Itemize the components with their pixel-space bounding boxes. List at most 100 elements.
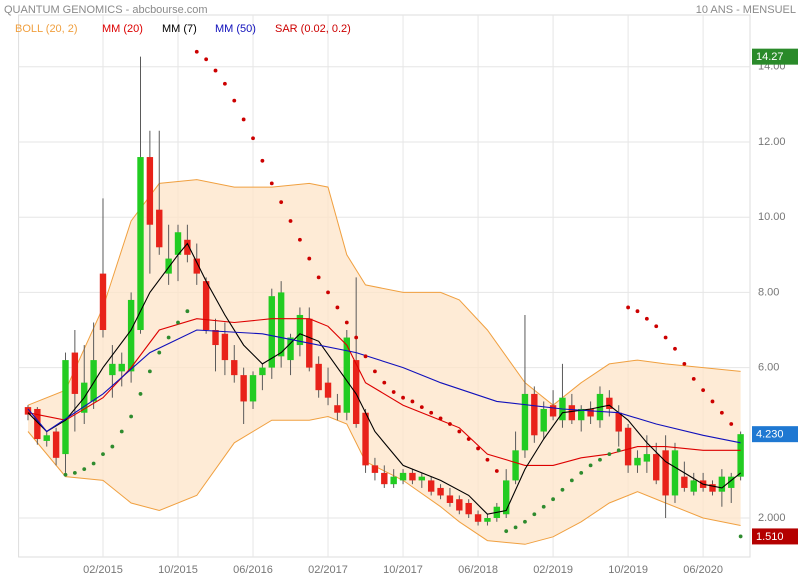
sar-dot	[494, 469, 499, 473]
sar-dot	[391, 390, 396, 394]
sar-dot	[166, 335, 171, 340]
candle-body	[249, 375, 257, 402]
sar-dot	[91, 461, 96, 466]
x-tick-label: 06/2020	[683, 564, 723, 576]
candle-body	[390, 476, 397, 485]
candle-body	[643, 454, 651, 462]
candle-body	[334, 405, 341, 413]
sar-dot	[363, 354, 368, 359]
candle-body	[662, 450, 669, 496]
candle-body	[718, 476, 726, 492]
candle-body	[99, 273, 107, 331]
candle-body	[446, 495, 454, 503]
candle-body	[221, 333, 229, 361]
x-tick-label: 10/2017	[383, 564, 423, 576]
x-tick-label: 02/2019	[533, 564, 573, 576]
candle-layer	[24, 56, 744, 526]
sar-dot	[63, 472, 68, 477]
candle-body	[737, 434, 744, 477]
sar-dot	[251, 136, 255, 141]
sar-dot	[644, 316, 649, 321]
candle-body	[615, 412, 622, 432]
x-tick-label: 10/2015	[158, 564, 198, 576]
sar-dot	[279, 200, 284, 205]
candle-body	[484, 518, 491, 522]
candle-body	[193, 258, 200, 274]
candle-body	[90, 360, 97, 402]
y-tick-label: 2.000	[758, 512, 786, 524]
sar-dot	[485, 457, 490, 462]
price-badge-label: 14.27	[756, 51, 784, 63]
x-tick-label: 10/2019	[608, 564, 648, 576]
candle-body	[71, 352, 79, 394]
sar-dot	[523, 519, 527, 524]
candle-body	[268, 296, 275, 368]
y-tick-label: 12.00	[758, 136, 786, 148]
y-tick-label: 10.00	[758, 211, 786, 223]
sar-dot	[654, 324, 659, 329]
candle-body	[624, 427, 632, 466]
candle-body	[184, 239, 191, 255]
sar-dot	[157, 350, 162, 355]
sar-dot	[138, 392, 143, 396]
candle-body	[503, 480, 510, 515]
x-tick-label: 06/2016	[233, 564, 273, 576]
candle-body	[362, 412, 369, 466]
sar-dot	[194, 49, 199, 54]
line-layer	[27, 242, 741, 515]
sar-dot	[438, 416, 443, 421]
candle-body	[165, 258, 172, 274]
candle-body	[606, 397, 613, 409]
candle-body	[653, 454, 660, 481]
chart-title: QUANTUM GENOMICS - abcbourse.com	[4, 4, 208, 16]
moving-average	[27, 329, 741, 444]
sar-dot	[673, 346, 677, 351]
sar-dot	[213, 68, 218, 73]
sar-dot	[373, 369, 377, 374]
candle-body	[352, 360, 360, 425]
sar-dot	[410, 399, 415, 404]
sar-dot	[298, 237, 302, 242]
sar-layer	[63, 49, 743, 539]
sar-dot	[719, 410, 724, 415]
candle-body	[521, 393, 529, 451]
candle-body	[709, 484, 716, 492]
sar-dot	[82, 467, 87, 472]
candle-body	[671, 450, 679, 496]
legend: BOLL (20, 2) MM (20) MM (7) MM (50) SAR (0.0…	[15, 23, 351, 35]
sar-dot	[579, 470, 584, 475]
candle-body	[512, 450, 519, 481]
x-tick-label: 02/2017	[308, 564, 348, 576]
sar-dot	[419, 405, 424, 409]
y-tick-label: 6.00	[758, 362, 779, 374]
candle-body	[156, 209, 163, 248]
candle-body	[474, 514, 482, 522]
sar-dot	[560, 487, 565, 492]
legend-entry: BOLL (20, 2)	[15, 23, 78, 35]
sar-dot	[241, 117, 246, 122]
candle-body	[315, 363, 322, 391]
candle-body	[381, 472, 388, 485]
sar-dot	[513, 525, 518, 530]
sar-dot	[401, 395, 405, 400]
candle-body	[568, 405, 576, 421]
candle-body	[202, 281, 210, 331]
sar-dot	[569, 478, 574, 483]
price-badge	[752, 528, 798, 545]
candle-body	[587, 408, 594, 417]
sar-dot	[682, 361, 687, 366]
candle-body	[437, 487, 444, 496]
sar-dot	[316, 275, 321, 280]
sar-dot	[457, 429, 462, 434]
sar-dot	[129, 414, 134, 419]
moving-average	[27, 318, 741, 466]
bollinger-upper	[27, 179, 741, 406]
candle-body	[24, 407, 32, 415]
sar-dot	[663, 335, 668, 340]
sar-dot	[729, 422, 734, 426]
candle-body	[109, 363, 116, 376]
chart-subtitle: 10 ANS - MENSUEL	[696, 4, 796, 16]
candle-body	[52, 431, 60, 458]
candle-body	[681, 476, 688, 488]
